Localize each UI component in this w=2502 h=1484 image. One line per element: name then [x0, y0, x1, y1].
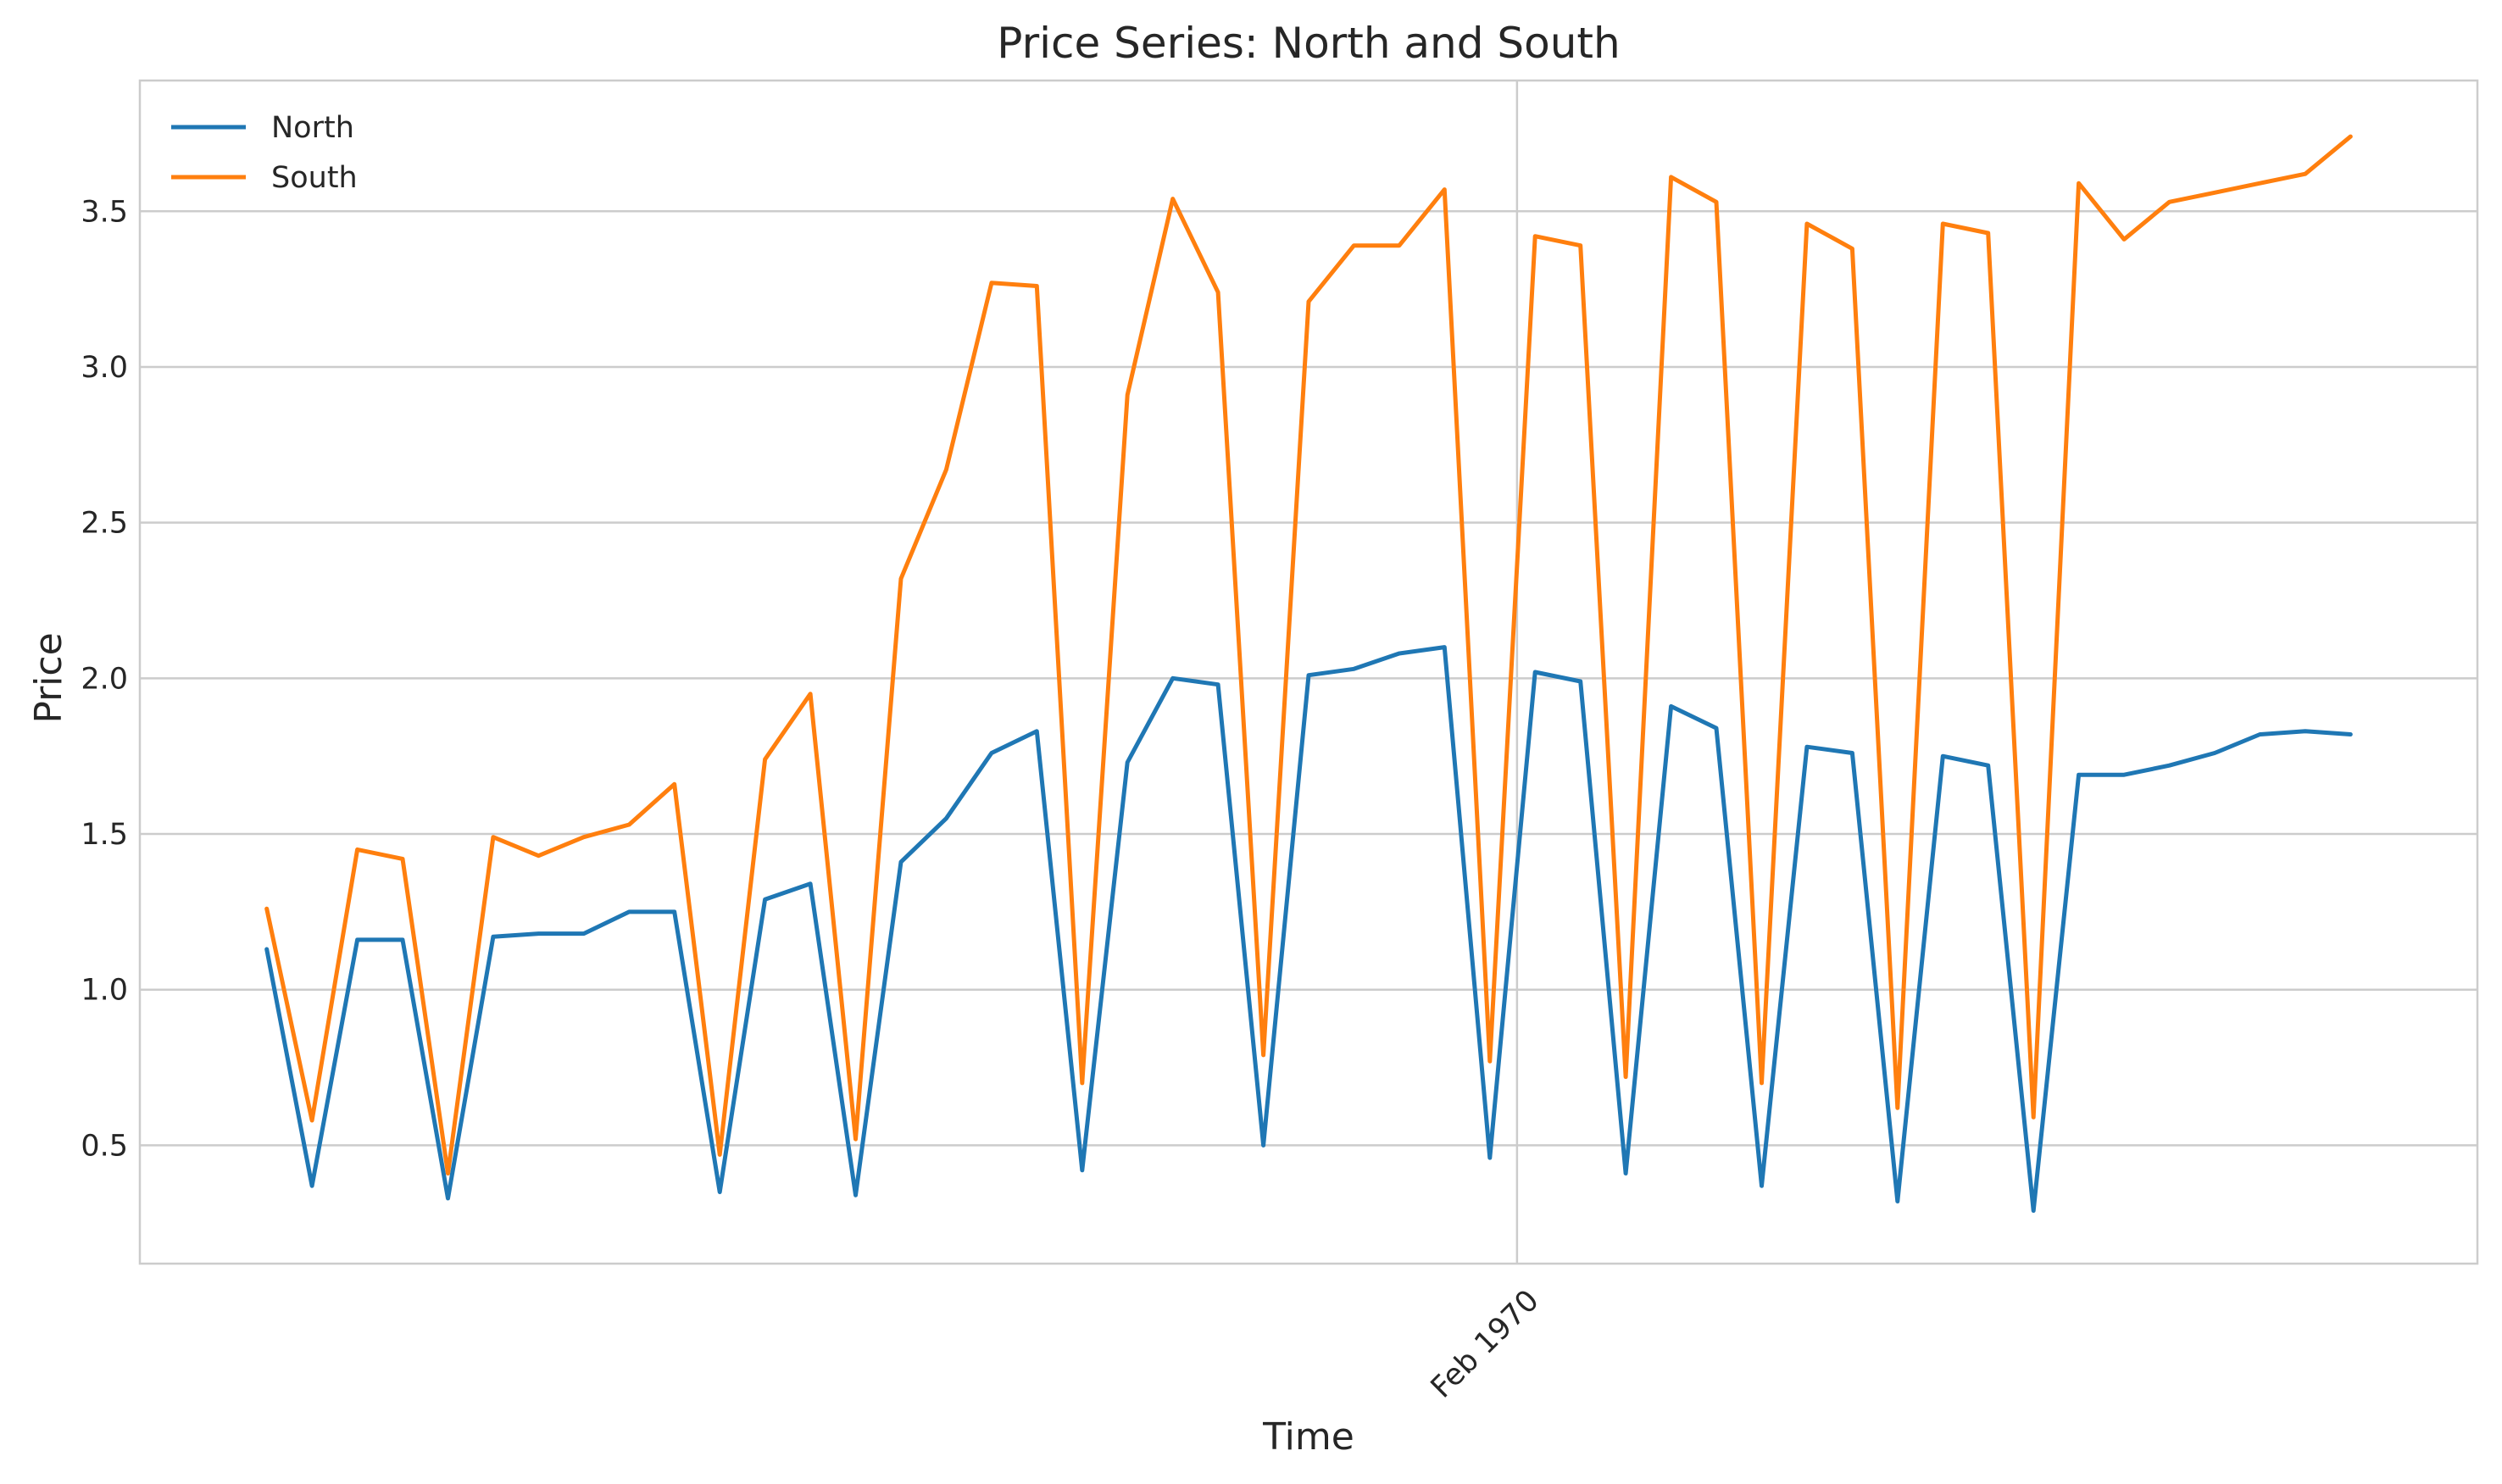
chart-title: Price Series: North and South [997, 19, 1620, 68]
y-tick-label: 3.5 [81, 195, 128, 229]
series-line-north [264, 645, 2353, 1213]
y-tick-label: 1.0 [81, 974, 128, 1008]
y-tick-label: 3.0 [81, 351, 128, 385]
x-tick-labels: Feb 1970 [1425, 1284, 1546, 1405]
y-axis-label: Price [27, 632, 70, 723]
plot-frame [138, 79, 2479, 1265]
y-tick-label: 1.5 [81, 818, 128, 852]
y-tick-labels: 0.5 1.0 1.5 2.0 2.5 3.0 3.5 [81, 195, 128, 1163]
legend-label-north: North [271, 111, 354, 145]
y-tick-label: 2.5 [81, 507, 128, 541]
legend: North South [171, 111, 358, 195]
x-axis-label: Time [1262, 1415, 1354, 1459]
series-layer [264, 134, 2353, 1213]
series-line-south [264, 134, 2353, 1176]
y-gridlines [140, 210, 2477, 1147]
y-tick-label: 0.5 [81, 1129, 128, 1163]
legend-label-south: South [271, 161, 358, 195]
y-tick-label: 2.0 [81, 662, 128, 696]
x-tick-label: Feb 1970 [1425, 1284, 1546, 1405]
